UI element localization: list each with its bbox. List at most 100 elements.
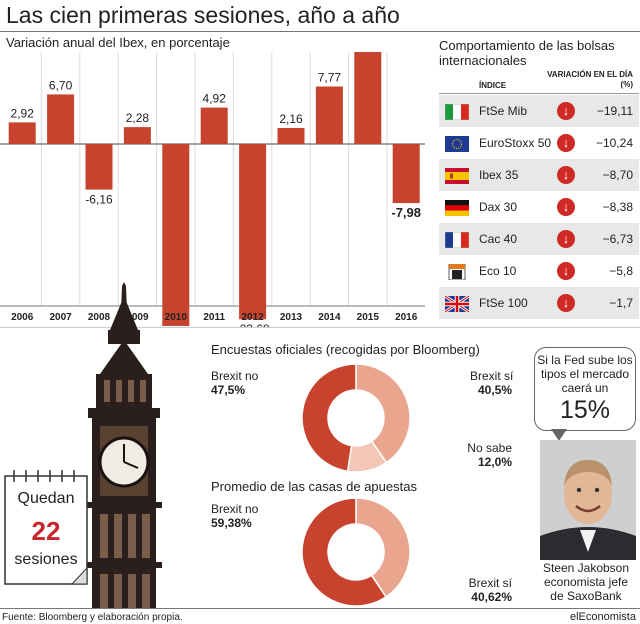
x-tick-2013: 2013 [280,312,303,323]
col-variation-header: VARIACIÓN EN EL DÍA (%) [547,70,633,89]
survey2-donut [301,497,411,607]
col-index-header: ÍNDICE [479,81,507,90]
x-tick-2008: 2008 [88,312,111,323]
speech-bubble: Si la Fed sube los tipos el mercado caer… [534,347,636,431]
page-title: Las cien primeras sesiones, año a año [6,2,400,28]
bar-2016 [392,144,420,204]
market-name: EuroStoxx 50 [479,136,552,150]
markets-title: Comportamiento de las bolsas internacion… [439,38,615,68]
brand-logo: elEconomista [569,611,636,623]
source-note: Fuente: Bloomberg y elaboración propia. [2,612,183,623]
arrow-down-icon: ↓ [557,166,575,184]
bar-2013 [277,128,305,144]
market-row-eu: EuroStoxx 50 ↓ −10,24 [439,127,639,159]
uk-flag-icon [445,296,469,312]
bar-label-2016: -7,98 [391,205,421,220]
x-tick-2007: 2007 [49,312,72,323]
market-variation: −5,8 [609,264,633,278]
arrow-down-icon: ↓ [557,294,575,312]
x-tick-2014: 2014 [318,312,341,323]
bar-2009 [123,127,151,144]
expert-company: de SaxoBank [550,589,622,603]
bar-label-2008: -6,16 [85,193,113,207]
market-name: FtSe 100 [479,296,528,310]
slice-brexit-sí [355,363,411,464]
bubble-text: Si la Fed sube los tipos el mercado caer… [537,353,633,395]
x-tick-2010: 2010 [165,312,188,323]
slice-brexit-no [301,497,388,607]
bar-2007 [47,94,75,144]
survey2-yes-label: Brexit sí 40,62% [468,576,512,604]
bar-2015 [354,52,382,144]
survey1-dk-label: No sabe 12,0% [467,441,512,469]
x-tick-2011: 2011 [203,312,225,323]
market-name: Eco 10 [479,264,517,278]
ibex-bar-chart: 2,9220066,702007-6,1620082,282009-24,592… [0,52,425,328]
survey2-title: Promedio de las casas de apuestas [211,479,417,494]
slice-brexit-no [301,363,357,473]
bar-2006 [8,122,36,144]
expert-caption: Steen Jakobson economista jefe de SaxoBa… [534,561,638,603]
france-flag-icon [445,232,469,248]
bar-2010 [162,144,190,326]
italy-flag-icon [445,104,469,120]
market-name: Cac 40 [479,232,518,246]
slice-brexit-sí [355,497,411,598]
bar-label-2014: 7,77 [318,71,342,85]
survey1-yes-label: Brexit sí 40,5% [470,369,514,397]
market-variation: −19,11 [596,104,633,118]
section-divider [0,327,640,328]
bubble-percentage: 15% [559,396,611,424]
x-tick-2009: 2009 [126,312,149,323]
arrow-down-icon: ↓ [557,198,575,216]
bar-label-2011: 4,92 [203,92,227,106]
bar-2011 [200,107,228,144]
survey1-no-label: Brexit no 47,5% [211,369,259,397]
countdown-bottom: sesiones [14,551,78,568]
x-tick-2012: 2012 [241,312,264,323]
survey1-donut [301,363,411,473]
x-tick-2006: 2006 [11,312,34,323]
eu-flag-icon [445,136,469,152]
market-row-france: Cac 40 ↓ −6,73 [439,223,639,255]
countdown-number: 22 [31,516,61,546]
footer-divider [0,608,640,609]
bar-label-2012: -23,68 [236,322,270,328]
bar-2014 [315,86,343,144]
expert-name: Steen Jakobson [542,561,630,575]
arrow-down-icon: ↓ [557,134,575,152]
bar-label-2009: 2,28 [126,111,150,125]
speech-bubble-tail [551,429,567,441]
bar-2008 [85,144,113,190]
arrow-down-icon: ↓ [557,230,575,248]
market-variation: −6,73 [602,232,633,246]
big-ben-illustration [86,282,162,608]
markets-table-header: ÍNDICE VARIACIÓN EN EL DÍA (%) [439,70,639,94]
survey2-no-label: Brexit no 59,38% [211,502,259,530]
bar-label-2007: 6,70 [49,78,73,92]
bar-label-2006: 2,92 [11,106,35,120]
market-name: FtSe Mib [479,104,528,118]
market-name: Ibex 35 [479,168,519,182]
spain-flag-icon [445,168,469,184]
survey1-title: Encuestas oficiales (recogidas por Bloom… [211,342,480,357]
bar-2012 [239,144,267,320]
arrow-down-icon: ↓ [557,102,575,120]
title-divider [0,31,640,32]
germany-flag-icon [445,200,469,216]
countdown-top: Quedan [17,490,75,507]
eco10-flag-icon [448,264,466,280]
market-variation: −8,38 [602,200,633,214]
expert-portrait [540,440,636,560]
market-variation: −8,70 [602,168,633,182]
market-row-eco10: Eco 10 ↓ −5,8 [439,255,639,287]
x-tick-2015: 2015 [357,312,380,323]
x-tick-2016: 2016 [395,312,418,323]
arrow-down-icon: ↓ [557,262,575,280]
expert-role: economista jefe [543,575,629,589]
market-variation: −10,24 [595,136,633,150]
market-row-italy: FtSe Mib ↓ −19,11 [439,95,639,127]
market-variation: −1,7 [609,296,633,310]
calendar-icon [4,470,88,585]
market-name: Dax 30 [479,200,518,214]
